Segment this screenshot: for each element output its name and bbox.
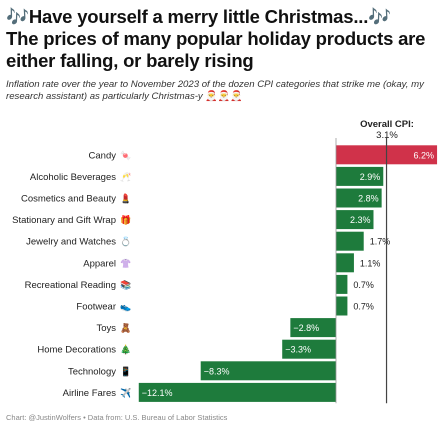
value-label: 1.1% [360, 258, 381, 268]
bar-home-decorations [282, 339, 336, 359]
bar-airline-fares [138, 382, 336, 402]
category-label: Candy [89, 150, 117, 161]
bar-stationary-and-gift-wrap [336, 210, 374, 230]
bar-toys [290, 318, 336, 338]
category-emoji-icon: ✈️ [120, 387, 131, 399]
chart-title: 🎶Have yourself a merry little Christmas.… [6, 6, 446, 72]
value-label: 2.8% [358, 194, 379, 204]
category-label: Toys [96, 323, 116, 334]
value-label: 2.9% [360, 172, 381, 182]
value-label: −12.1% [142, 388, 173, 398]
chart-source: Chart: @JustinWolfers • Data from: U.S. … [6, 413, 228, 422]
title-line-2: The prices of many popular holiday produ… [6, 28, 426, 71]
category-label: Cosmetics and Beauty [21, 194, 116, 205]
category-emoji-icon: 🍬 [120, 149, 131, 161]
value-label: 6.2% [414, 150, 435, 160]
category-label: Recreational Reading [25, 280, 116, 291]
category-emoji-icon: 💍 [120, 236, 131, 248]
category-label: Alcoholic Beverages [30, 172, 116, 183]
category-label: Footwear [76, 302, 116, 313]
bar-jewelry-and-watches [336, 231, 364, 251]
category-emoji-icon: 👚 [120, 258, 131, 269]
category-label: Technology [68, 366, 116, 377]
overall-cpi-value: 3.1% [376, 130, 398, 141]
bar-cosmetics-and-beauty [336, 188, 382, 208]
category-emoji-icon: 🧸 [120, 322, 131, 334]
category-label: Stationary and Gift Wrap [12, 215, 116, 226]
category-emoji-icon: 📚 [120, 280, 131, 291]
value-label: −3.3% [285, 345, 311, 355]
santa-emoji: 🎅🎅🎅 [205, 91, 243, 102]
value-label: 0.7% [353, 280, 374, 290]
category-emoji-icon: 📱 [120, 365, 131, 377]
value-label: 1.7% [370, 237, 391, 247]
value-label: −8.3% [204, 366, 230, 376]
bar-alcoholic-beverages [336, 166, 384, 186]
bar-recreational-reading [336, 274, 348, 294]
category-emoji-icon: 💄 [120, 193, 131, 205]
overall-cpi-label: Overall CPI: 3.1% [340, 119, 434, 141]
bar-technology [200, 361, 336, 381]
overall-cpi-title: Overall CPI: [360, 119, 414, 130]
value-label: −2.8% [293, 323, 319, 333]
category-emoji-icon: 👟 [120, 303, 131, 313]
bar-apparel [336, 253, 354, 273]
category-label: Airline Fares [63, 388, 117, 399]
category-emoji-icon: 🥂 [120, 172, 131, 183]
category-label: Apparel [83, 258, 116, 269]
title-line-1: 🎶Have yourself a merry little Christmas.… [6, 6, 392, 27]
bar-footwear [336, 296, 348, 316]
category-emoji-icon: 🎁 [120, 214, 131, 226]
subtitle-text: Inflation rate over the year to November… [6, 79, 424, 102]
category-label: Jewelry and Watches [26, 237, 116, 248]
value-label: 0.7% [353, 302, 374, 312]
category-emoji-icon: 🎄 [120, 344, 131, 356]
chart-subtitle: Inflation rate over the year to November… [6, 79, 442, 103]
category-label: Home Decorations [37, 345, 116, 356]
value-label: 2.3% [350, 215, 371, 225]
